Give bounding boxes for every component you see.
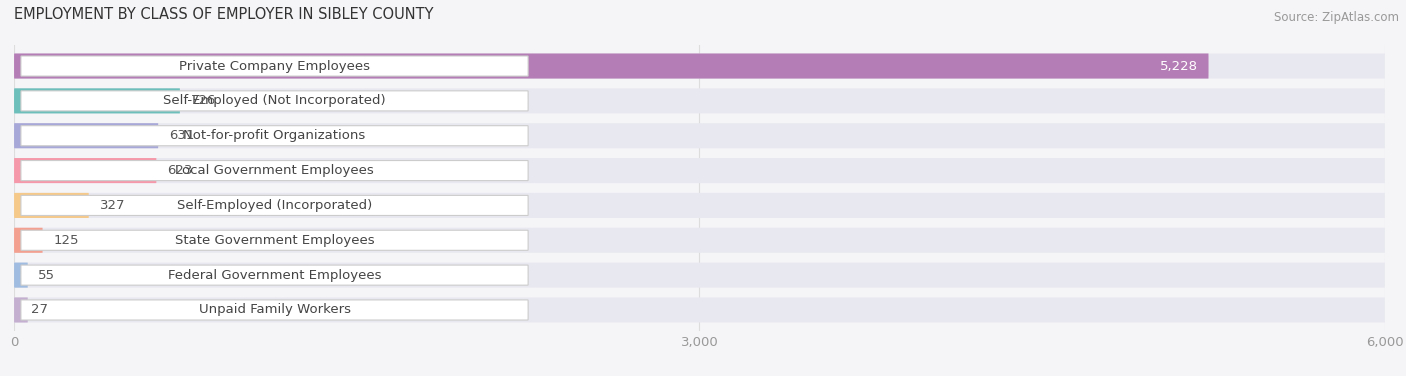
- FancyBboxPatch shape: [21, 265, 529, 285]
- Text: Not-for-profit Organizations: Not-for-profit Organizations: [183, 129, 366, 142]
- FancyBboxPatch shape: [14, 262, 1385, 288]
- Text: 125: 125: [53, 234, 79, 247]
- FancyBboxPatch shape: [21, 56, 529, 76]
- Text: Local Government Employees: Local Government Employees: [176, 164, 374, 177]
- Text: Self-Employed (Incorporated): Self-Employed (Incorporated): [177, 199, 373, 212]
- FancyBboxPatch shape: [14, 228, 1385, 253]
- Text: 55: 55: [38, 268, 55, 282]
- FancyBboxPatch shape: [14, 262, 28, 288]
- Text: Source: ZipAtlas.com: Source: ZipAtlas.com: [1274, 11, 1399, 24]
- FancyBboxPatch shape: [21, 300, 529, 320]
- Text: Self-Employed (Not Incorporated): Self-Employed (Not Incorporated): [163, 94, 385, 108]
- FancyBboxPatch shape: [21, 91, 529, 111]
- Text: EMPLOYMENT BY CLASS OF EMPLOYER IN SIBLEY COUNTY: EMPLOYMENT BY CLASS OF EMPLOYER IN SIBLE…: [14, 7, 433, 22]
- Text: 327: 327: [100, 199, 125, 212]
- FancyBboxPatch shape: [14, 193, 89, 218]
- FancyBboxPatch shape: [21, 126, 529, 146]
- FancyBboxPatch shape: [21, 161, 529, 180]
- FancyBboxPatch shape: [14, 88, 180, 114]
- FancyBboxPatch shape: [14, 123, 1385, 148]
- Text: 5,228: 5,228: [1160, 59, 1198, 73]
- FancyBboxPatch shape: [14, 158, 156, 183]
- Text: 27: 27: [31, 303, 48, 317]
- FancyBboxPatch shape: [14, 297, 28, 323]
- Text: 631: 631: [169, 129, 194, 142]
- FancyBboxPatch shape: [14, 53, 1385, 79]
- FancyBboxPatch shape: [14, 193, 1385, 218]
- FancyBboxPatch shape: [21, 230, 529, 250]
- Text: Private Company Employees: Private Company Employees: [179, 59, 370, 73]
- Text: Federal Government Employees: Federal Government Employees: [167, 268, 381, 282]
- FancyBboxPatch shape: [14, 228, 42, 253]
- Text: 623: 623: [167, 164, 193, 177]
- Text: State Government Employees: State Government Employees: [174, 234, 374, 247]
- FancyBboxPatch shape: [14, 88, 1385, 114]
- FancyBboxPatch shape: [14, 53, 1209, 79]
- Text: 726: 726: [191, 94, 217, 108]
- FancyBboxPatch shape: [14, 297, 1385, 323]
- FancyBboxPatch shape: [14, 158, 1385, 183]
- FancyBboxPatch shape: [21, 196, 529, 215]
- FancyBboxPatch shape: [14, 123, 159, 148]
- Text: Unpaid Family Workers: Unpaid Family Workers: [198, 303, 350, 317]
